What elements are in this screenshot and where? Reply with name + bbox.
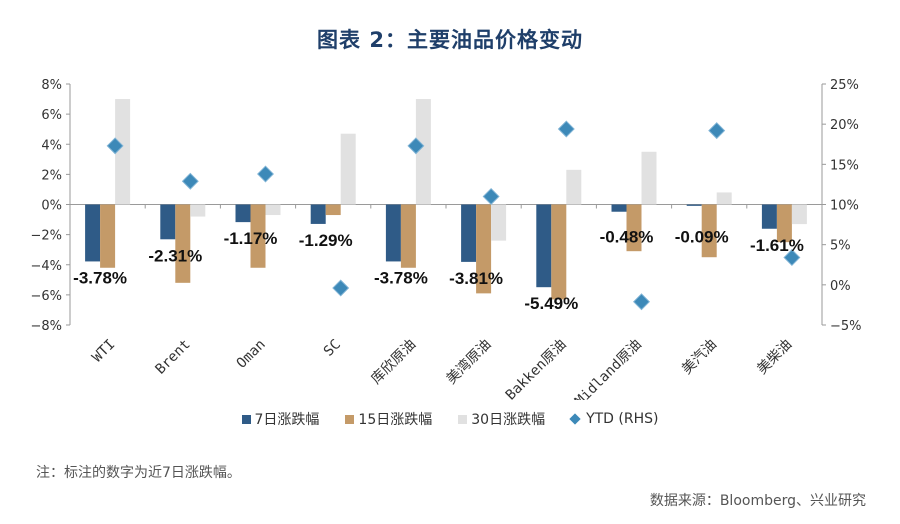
left-axis-tick-label: 6% [41, 108, 62, 123]
bar-7d [611, 204, 627, 212]
bar-15d [776, 204, 792, 243]
ytd-point [633, 293, 650, 311]
bar-7d [235, 204, 251, 223]
bar-15d [551, 204, 567, 300]
left-axis-tick-label: 0% [41, 199, 62, 214]
bar-30d [340, 133, 356, 205]
data-label-7d: -3.81% [449, 269, 503, 288]
legend-swatch-7d [241, 414, 251, 424]
bar-15d [400, 204, 416, 268]
legend-item-30d: 30日涨跌幅 [458, 409, 545, 429]
x-axis-label: Midland原油 [572, 337, 645, 400]
ytd-point [106, 137, 124, 155]
left-axis-tick-label: −4% [30, 259, 62, 274]
legend-item-ytd: YTD (RHS) [569, 411, 659, 427]
bar-chart: 8% 6% 4% 2% 0% −2% −4% −6% −8% 25% 20% 15% 10% 5% 0% −5… [30, 78, 862, 400]
bar-30d [190, 204, 206, 217]
legend-diamond-icon [569, 413, 581, 425]
bar-15d [325, 204, 341, 216]
right-axis-tick-label: 0% [830, 279, 851, 294]
legend: 7日涨跌幅 15日涨跌幅 30日涨跌幅 YTD (RHS) [0, 409, 900, 429]
bar-15d [175, 204, 191, 283]
legend-swatch-15d [345, 414, 355, 424]
legend-label-ytd: YTD (RHS) [586, 411, 659, 427]
right-axis-tick-label: 25% [830, 78, 859, 93]
bar-15d [626, 204, 642, 252]
right-axis-tick-label: −5% [830, 319, 862, 334]
bar-30d [791, 204, 807, 225]
bar-30d [265, 204, 281, 216]
data-source: 数据来源：Bloomberg、兴业研究 [649, 493, 866, 509]
left-axis-tick-label: −2% [30, 229, 62, 244]
data-label-7d: -1.17% [224, 229, 278, 248]
data-label-7d: -1.29% [299, 231, 353, 250]
data-label-7d: -2.31% [148, 246, 202, 265]
x-axis-label: Oman [234, 337, 269, 372]
bar-7d [85, 204, 101, 262]
bar-7d [160, 204, 176, 240]
data-label-7d: -3.78% [73, 268, 127, 287]
ytd-point [257, 165, 274, 183]
data-label-7d: -5.49% [524, 294, 578, 313]
left-axis-tick-label: −6% [30, 289, 62, 304]
ytd-point [783, 249, 801, 267]
bar-30d [491, 204, 507, 241]
legend-label-15d: 15日涨跌幅 [358, 412, 433, 428]
x-axis-label: WTI [89, 337, 118, 366]
left-axis-tick-label: 4% [41, 138, 62, 153]
bar-7d [536, 204, 552, 288]
bar-7d [385, 204, 401, 262]
x-axis-label: 美湾原油 [443, 336, 495, 388]
ytd-point [557, 120, 575, 138]
bar-30d [566, 169, 582, 205]
bar-30d [115, 99, 131, 205]
legend-label-30d: 30日涨跌幅 [471, 412, 546, 428]
left-axis-tick-label: −8% [30, 319, 62, 334]
bar-15d [250, 204, 266, 268]
x-axis-label: 美汽油 [679, 337, 720, 378]
x-axis-label: SC [321, 337, 344, 360]
x-axis-label: Brent [153, 337, 194, 378]
ytd-point [708, 122, 726, 140]
right-axis-tick-label: 10% [830, 199, 859, 214]
bar-7d [310, 204, 326, 224]
legend-item-15d: 15日涨跌幅 [345, 409, 432, 429]
right-axis-tick-label: 5% [830, 239, 851, 254]
right-axis-tick-label: 15% [830, 158, 859, 173]
data-label-7d: -1.61% [750, 236, 804, 255]
bar-15d [701, 204, 717, 258]
bar-7d [761, 204, 777, 229]
ytd-point [407, 137, 425, 155]
bar-30d [641, 151, 657, 205]
bar-7d [686, 204, 702, 206]
left-axis-tick-label: 8% [41, 78, 62, 93]
data-label-7d: -0.48% [600, 228, 654, 247]
data-label-7d: -0.09% [675, 228, 729, 247]
legend-label-7d: 7日涨跌幅 [254, 412, 320, 428]
bar-30d [415, 99, 431, 205]
ytd-point [482, 187, 500, 205]
left-axis-tick-label: 2% [41, 168, 62, 183]
x-axis-label: 美柴油 [754, 337, 795, 378]
ytd-point [181, 172, 199, 190]
legend-swatch-30d [458, 414, 468, 424]
x-axis-label: 库欣原油 [368, 337, 419, 388]
bar-15d [476, 204, 492, 294]
bar-7d [461, 204, 477, 262]
ytd-point [332, 279, 350, 297]
legend-item-7d: 7日涨跌幅 [241, 409, 320, 429]
chart-title: 图表 2：主要油品价格变动 [317, 28, 583, 52]
x-axis-label: Bakken原油 [503, 337, 570, 400]
right-axis-tick-label: 20% [830, 118, 859, 133]
data-label-7d: -3.78% [374, 268, 428, 287]
bar-30d [716, 192, 732, 205]
bar-15d [100, 204, 116, 268]
footnote: 注：标注的数字为近7日涨跌幅。 [36, 465, 241, 481]
